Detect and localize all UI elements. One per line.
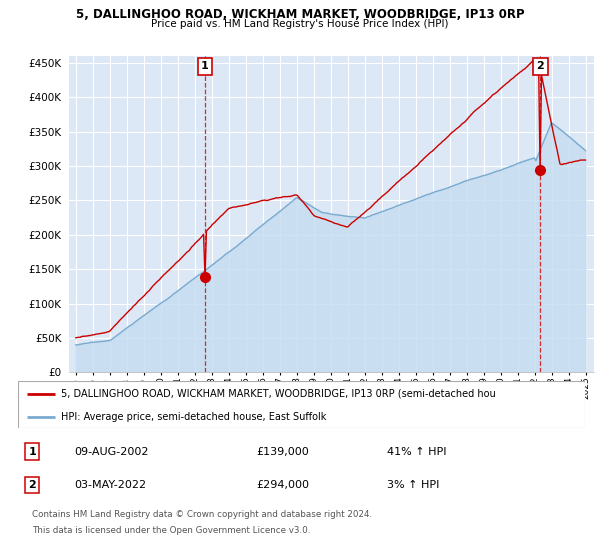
Text: £294,000: £294,000 (256, 480, 309, 490)
Text: 3% ↑ HPI: 3% ↑ HPI (386, 480, 439, 490)
Text: 5, DALLINGHOO ROAD, WICKHAM MARKET, WOODBRIDGE, IP13 0RP: 5, DALLINGHOO ROAD, WICKHAM MARKET, WOOD… (76, 8, 524, 21)
Text: 1: 1 (201, 61, 209, 71)
Text: 2: 2 (28, 480, 36, 490)
Text: 1: 1 (28, 446, 36, 456)
Text: 09-AUG-2002: 09-AUG-2002 (75, 446, 149, 456)
Text: HPI: Average price, semi-detached house, East Suffolk: HPI: Average price, semi-detached house,… (61, 412, 326, 422)
Text: Price paid vs. HM Land Registry's House Price Index (HPI): Price paid vs. HM Land Registry's House … (151, 19, 449, 29)
Text: £139,000: £139,000 (256, 446, 309, 456)
Text: This data is licensed under the Open Government Licence v3.0.: This data is licensed under the Open Gov… (32, 526, 311, 535)
FancyBboxPatch shape (18, 381, 585, 428)
Text: 03-MAY-2022: 03-MAY-2022 (75, 480, 147, 490)
Text: 41% ↑ HPI: 41% ↑ HPI (386, 446, 446, 456)
Text: 2: 2 (536, 61, 544, 71)
Text: 5, DALLINGHOO ROAD, WICKHAM MARKET, WOODBRIDGE, IP13 0RP (semi-detached hou: 5, DALLINGHOO ROAD, WICKHAM MARKET, WOOD… (61, 389, 495, 399)
Text: Contains HM Land Registry data © Crown copyright and database right 2024.: Contains HM Land Registry data © Crown c… (32, 510, 372, 519)
